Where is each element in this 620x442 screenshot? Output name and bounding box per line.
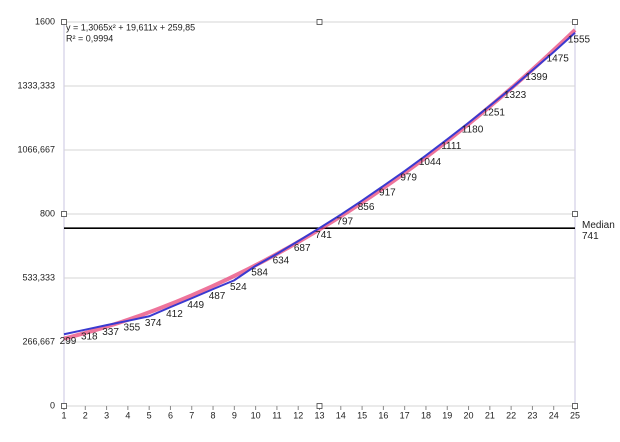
trendline-r2: R² = 0,9994	[66, 33, 113, 43]
data-label: 318	[81, 331, 98, 342]
x-tick-label: 12	[293, 410, 303, 420]
x-tick-label: 21	[485, 410, 495, 420]
median-value: 741	[582, 231, 599, 242]
selection-handle	[61, 19, 67, 25]
selection-handle	[316, 19, 323, 25]
selection-handle	[316, 403, 323, 409]
data-label: 355	[124, 322, 141, 333]
x-tick-label: 24	[549, 410, 559, 420]
x-tick-label: 13	[314, 410, 324, 420]
x-tick-label: 7	[189, 410, 194, 420]
data-label: 1323	[504, 90, 527, 101]
data-label: 1251	[483, 107, 506, 118]
x-tick-label: 6	[168, 410, 173, 420]
data-label: 979	[400, 173, 417, 184]
x-tick-label: 20	[464, 410, 474, 420]
data-label: 1111	[441, 141, 461, 152]
y-tick-label: 800	[40, 208, 55, 218]
data-label: 797	[336, 216, 353, 227]
data-label: 687	[294, 243, 311, 254]
data-label: 412	[166, 309, 183, 320]
y-tick-label: 1066,667	[17, 144, 55, 154]
data-label: 1475	[547, 54, 570, 65]
data-label: 634	[273, 255, 290, 266]
trendline-equation: y = 1,3065x² + 19,611x + 259,85	[66, 22, 195, 32]
data-label: 449	[187, 300, 204, 311]
y-tick-label: 1333,333	[17, 80, 55, 90]
trendline	[63, 28, 577, 341]
y-tick-label: 266,667	[22, 336, 55, 346]
selection-handle	[61, 211, 67, 217]
data-label: 299	[60, 336, 77, 347]
data-label: 487	[209, 291, 226, 302]
x-tick-label: 8	[211, 410, 216, 420]
data-label: 1044	[419, 157, 442, 168]
x-tick-label: 9	[232, 410, 237, 420]
data-label: 741	[315, 230, 332, 241]
x-tick-label: 10	[251, 410, 261, 420]
data-label: 1180	[462, 124, 484, 135]
x-tick-label: 1	[61, 410, 66, 420]
x-tick-label: 19	[442, 410, 452, 420]
selection-handle	[572, 403, 578, 409]
y-tick-label: 0	[50, 400, 55, 410]
x-tick-label: 2	[83, 410, 88, 420]
x-tick-label: 17	[400, 410, 410, 420]
median-label: Median	[582, 220, 615, 231]
x-tick-label: 25	[570, 410, 580, 420]
x-tick-label: 5	[147, 410, 152, 420]
data-label: 856	[358, 202, 375, 213]
x-tick-label: 3	[104, 410, 109, 420]
selection-handle	[572, 211, 578, 217]
y-tick-label: 1600	[35, 16, 55, 26]
x-tick-label: 16	[378, 410, 388, 420]
data-line	[63, 32, 576, 336]
x-tick-label: 15	[357, 410, 367, 420]
x-tick-label: 18	[421, 410, 431, 420]
data-label: 374	[145, 318, 162, 329]
y-tick-label: 533,333	[22, 272, 55, 282]
selection-handle	[61, 403, 67, 409]
x-tick-label: 4	[125, 410, 130, 420]
x-tick-label: 11	[272, 410, 281, 420]
data-label: 1399	[525, 72, 548, 83]
data-label: 524	[230, 282, 247, 293]
x-tick-label: 14	[336, 410, 346, 420]
x-tick-label: 23	[527, 410, 537, 420]
data-label: 584	[251, 267, 268, 278]
data-label: 1555	[568, 34, 591, 45]
data-label: 917	[379, 188, 396, 199]
selection-handle	[572, 19, 578, 25]
data-label: 337	[102, 327, 119, 338]
x-tick-label: 22	[506, 410, 516, 420]
